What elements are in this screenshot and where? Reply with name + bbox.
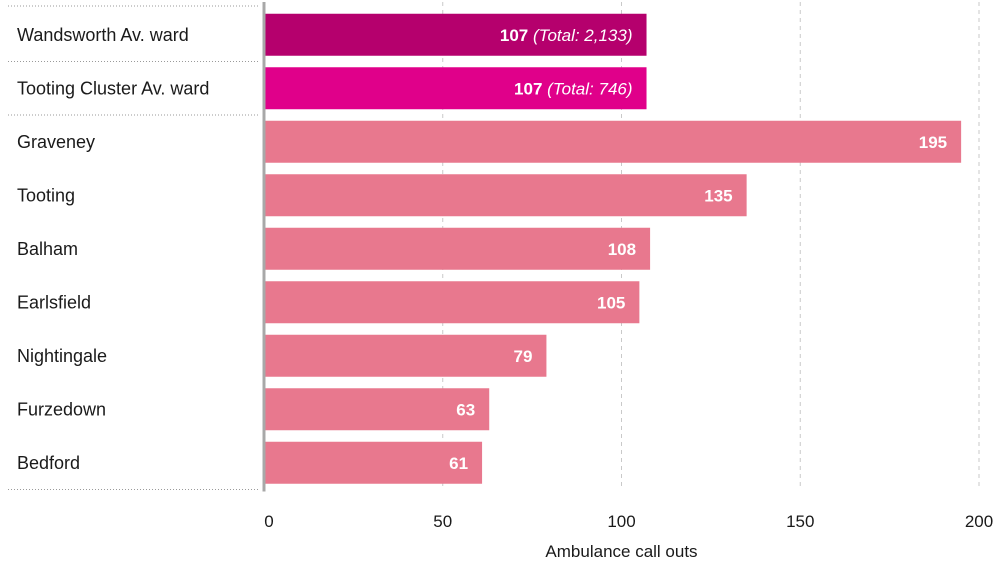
bar	[264, 13, 647, 56]
data-label: 105	[597, 293, 625, 312]
data-label-total: (Total: 2,133)	[528, 26, 632, 45]
data-label: 107 (Total: 746)	[514, 79, 632, 98]
data-label: 195	[919, 133, 947, 152]
category-label: Earlsfield	[17, 292, 91, 312]
data-label: 107 (Total: 2,133)	[500, 26, 633, 45]
category-label: Wandsworth Av. ward	[17, 25, 189, 45]
data-label: 135	[704, 186, 732, 205]
x-tick-label: 0	[264, 512, 273, 531]
category-label-area: Wandsworth Av. ward Tooting Cluster Av. w…	[8, 5, 260, 490]
data-label-value: 107	[500, 26, 528, 45]
data-label-value: 135	[704, 186, 732, 205]
data-label-value: 105	[597, 293, 625, 312]
data-label-total: (Total: 746)	[542, 79, 632, 98]
bar	[264, 67, 647, 110]
data-label-value: 108	[608, 240, 636, 259]
x-axis-ticks: 0 50 100 150 200	[264, 512, 993, 531]
category-label: Nightingale	[17, 346, 107, 366]
data-label-value: 63	[456, 400, 475, 419]
data-label: 63	[456, 400, 475, 419]
x-tick-label: 100	[607, 512, 635, 531]
bar	[264, 227, 651, 270]
x-tick-label: 50	[433, 512, 452, 531]
bar	[264, 281, 640, 324]
category-label: Balham	[17, 239, 78, 259]
data-label-value: 79	[514, 347, 533, 366]
x-tick-label: 200	[965, 512, 993, 531]
bar	[264, 388, 490, 431]
bars: 107 (Total: 2,133)107 (Total: 746)195135…	[264, 13, 962, 484]
data-label-value: 107	[514, 79, 542, 98]
category-label: Graveney	[17, 132, 95, 152]
bar	[264, 334, 547, 377]
bar	[264, 174, 747, 217]
x-axis-title: Ambulance call outs	[545, 542, 697, 561]
category-label: Tooting Cluster Av. ward	[17, 78, 209, 98]
data-label: 61	[449, 454, 468, 473]
category-label: Bedford	[17, 453, 80, 473]
category-label: Tooting	[17, 185, 75, 205]
data-label-value: 195	[919, 133, 947, 152]
data-label: 79	[514, 347, 533, 366]
bar	[264, 120, 962, 163]
x-tick-label: 150	[786, 512, 814, 531]
data-label-value: 61	[449, 454, 468, 473]
category-label: Furzedown	[17, 399, 106, 419]
data-label: 108	[608, 240, 636, 259]
bar	[264, 441, 483, 484]
